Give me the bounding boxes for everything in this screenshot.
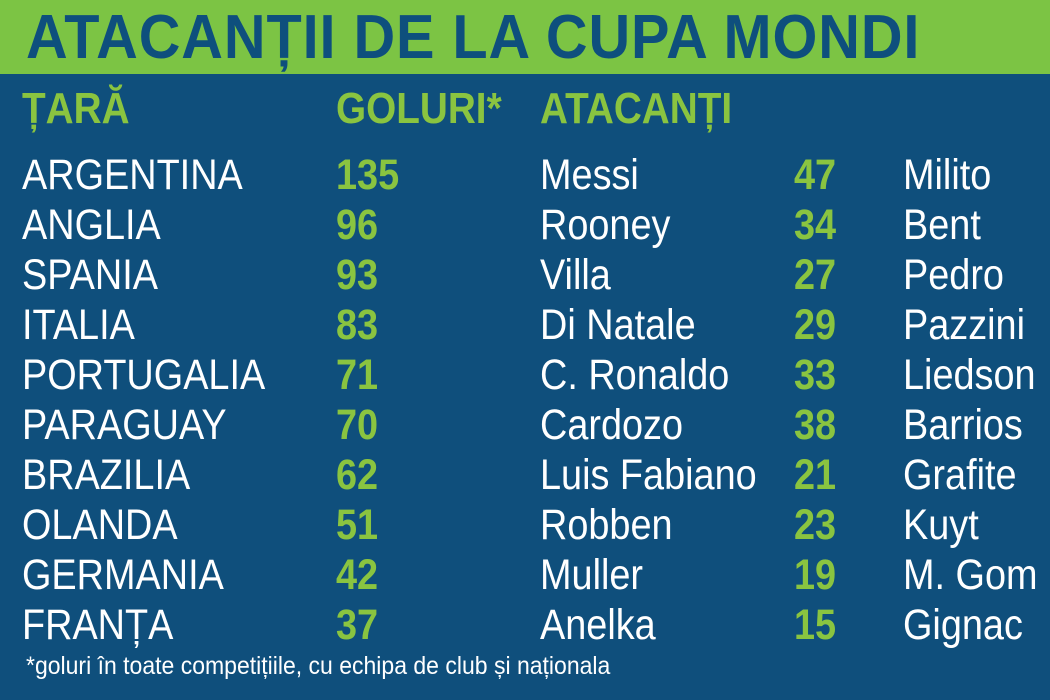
country-cell: PARAGUAY xyxy=(22,401,227,449)
striker1-goals-cell: 21 xyxy=(794,451,837,499)
striker2-cell: M. Gom xyxy=(903,551,1038,599)
striker1-cell: Cardozo xyxy=(540,401,684,449)
country-cell: ANGLIA xyxy=(22,201,161,249)
striker1-cell: Anelka xyxy=(540,601,656,649)
country-cell: FRANȚA xyxy=(22,601,174,649)
striker1-goals-cell: 15 xyxy=(794,601,837,649)
striker1-goals-cell: 29 xyxy=(794,301,837,349)
country-cell: BRAZILIA xyxy=(22,451,191,499)
table-row: ARGENTINA 135 Messi 47 Milito xyxy=(0,150,1050,200)
striker1-cell: Robben xyxy=(540,501,673,549)
header-country: ȚARĂ xyxy=(22,84,130,133)
total-goals-cell: 83 xyxy=(336,301,379,349)
table-row: ANGLIA 96 Rooney 34 Bent xyxy=(0,200,1050,250)
total-goals-cell: 93 xyxy=(336,251,379,299)
striker1-cell: Luis Fabiano xyxy=(540,451,757,499)
country-cell: ITALIA xyxy=(22,301,135,349)
striker1-cell: C. Ronaldo xyxy=(540,351,730,399)
country-cell: SPANIA xyxy=(22,251,158,299)
striker2-cell: Liedson xyxy=(903,351,1036,399)
striker1-cell: Di Natale xyxy=(540,301,696,349)
total-goals-cell: 37 xyxy=(336,601,379,649)
total-goals-cell: 42 xyxy=(336,551,379,599)
striker2-cell: Bent xyxy=(903,201,981,249)
striker2-cell: Barrios xyxy=(903,401,1023,449)
striker2-cell: Gignac xyxy=(903,601,1023,649)
striker1-goals-cell: 33 xyxy=(794,351,837,399)
title-banner: ATACANȚII DE LA CUPA MONDI xyxy=(0,0,1050,74)
striker1-cell: Messi xyxy=(540,151,639,199)
total-goals-cell: 70 xyxy=(336,401,379,449)
striker1-goals-cell: 34 xyxy=(794,201,837,249)
striker2-cell: Milito xyxy=(903,151,992,199)
striker2-cell: Pazzini xyxy=(903,301,1025,349)
table-row: BRAZILIA 62 Luis Fabiano 21 Grafite xyxy=(0,450,1050,500)
country-cell: ARGENTINA xyxy=(22,151,243,199)
header-strikers: ATACANȚI xyxy=(540,84,733,133)
footnote: *goluri în toate competițiile, cu echipa… xyxy=(26,652,611,680)
striker1-cell: Villa xyxy=(540,251,611,299)
striker1-goals-cell: 23 xyxy=(794,501,837,549)
striker1-goals-cell: 38 xyxy=(794,401,837,449)
total-goals-cell: 71 xyxy=(336,351,379,399)
striker1-goals-cell: 19 xyxy=(794,551,837,599)
striker1-cell: Rooney xyxy=(540,201,671,249)
table-row: SPANIA 93 Villa 27 Pedro xyxy=(0,250,1050,300)
stats-table: ARGENTINA 135 Messi 47 Milito ANGLIA 96 Rooney 3… xyxy=(0,150,1050,650)
striker1-goals-cell: 27 xyxy=(794,251,837,299)
total-goals-cell: 135 xyxy=(336,151,400,199)
striker2-cell: Kuyt xyxy=(903,501,979,549)
table-row: ITALIA 83 Di Natale 29 Pazzini xyxy=(0,300,1050,350)
table-row: OLANDA 51 Robben 23 Kuyt xyxy=(0,500,1050,550)
total-goals-cell: 96 xyxy=(336,201,379,249)
striker1-goals-cell: 47 xyxy=(794,151,837,199)
country-cell: OLANDA xyxy=(22,501,178,549)
table-row: PARAGUAY 70 Cardozo 38 Barrios xyxy=(0,400,1050,450)
table-row: PORTUGALIA 71 C. Ronaldo 33 Liedson xyxy=(0,350,1050,400)
page-title: ATACANȚII DE LA CUPA MONDI xyxy=(26,3,921,72)
striker2-cell: Grafite xyxy=(903,451,1017,499)
table-row: GERMANIA 42 Muller 19 M. Gom xyxy=(0,550,1050,600)
striker2-cell: Pedro xyxy=(903,251,1004,299)
striker1-cell: Muller xyxy=(540,551,644,599)
total-goals-cell: 51 xyxy=(336,501,379,549)
table-row: FRANȚA 37 Anelka 15 Gignac xyxy=(0,600,1050,650)
header-goals: GOLURI* xyxy=(336,84,502,133)
total-goals-cell: 62 xyxy=(336,451,379,499)
country-cell: GERMANIA xyxy=(22,551,224,599)
country-cell: PORTUGALIA xyxy=(22,351,266,399)
